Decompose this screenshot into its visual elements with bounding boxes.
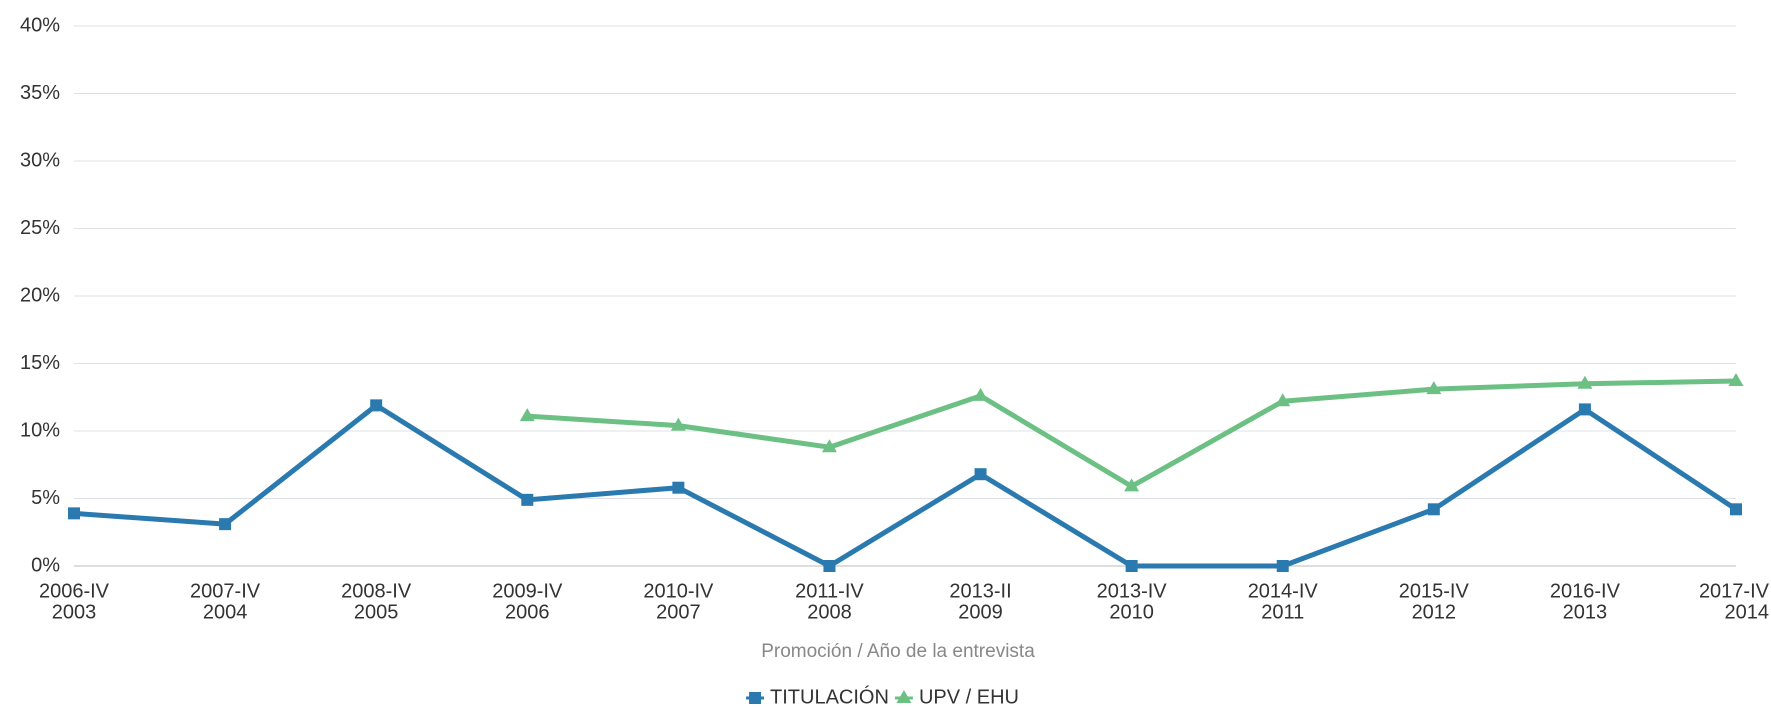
x-tick-label: 2013-II (949, 580, 1011, 602)
x-tick-label: 2016-IV (1550, 580, 1621, 602)
x-tick-label: 2014-IV (1248, 580, 1319, 602)
x-tick-label: 2007-IV (190, 580, 261, 602)
marker (1125, 560, 1138, 572)
x-tick-label: 2004 (203, 601, 248, 623)
x-tick-label: 2011 (1261, 601, 1304, 623)
x-tick-label: 2006-IV (39, 580, 110, 602)
x-axis-title: Promoción / Año de la entrevista (761, 641, 1035, 662)
marker (1426, 381, 1442, 395)
x-tick-label: 2008-IV (341, 580, 412, 602)
marker (1276, 560, 1289, 572)
x-tick-label: 2013-IV (1097, 580, 1168, 602)
y-tick-label: 5% (31, 487, 60, 509)
legend: TITULACIÓN UPV / EHU (746, 685, 1019, 707)
marker (1577, 375, 1593, 389)
x-tick-label: 2013 (1563, 601, 1608, 623)
marker (670, 417, 686, 431)
x-tick-label: 2009-IV (492, 580, 563, 602)
marker (219, 518, 232, 531)
marker (1124, 478, 1140, 492)
marker (974, 468, 987, 481)
marker (521, 493, 534, 506)
marker (68, 507, 80, 520)
y-tick-label: 30% (20, 149, 60, 171)
marker (821, 439, 837, 453)
y-tick-label: 20% (20, 284, 60, 306)
marker (672, 481, 685, 494)
y-tick-label: 0% (31, 554, 60, 576)
y-tick-label: 10% (20, 419, 60, 441)
line (73, 402, 1738, 569)
marker (973, 387, 989, 401)
y-tick-label: 25% (20, 217, 60, 239)
x-tick-label: 2014 (1725, 601, 1770, 623)
marker (1730, 503, 1742, 516)
x-tick-label: 2006 (505, 601, 550, 623)
x-tick-label: 2010 (1109, 601, 1154, 623)
x-tick-label: 2017-IV (1699, 580, 1770, 602)
x-tick-label: 2011-IV (795, 580, 864, 602)
legend-label: TITULACIÓN (770, 685, 889, 707)
x-tick-label: 2008 (807, 601, 852, 623)
marker (1578, 403, 1591, 416)
marker (1427, 503, 1440, 516)
x-tick-label: 2009 (958, 601, 1003, 623)
marker (519, 408, 535, 422)
marker (1275, 393, 1291, 407)
x-tick-label: 2015-IV (1399, 580, 1470, 602)
x-tick-label: 2005 (354, 601, 399, 623)
x-tick-label: 2003 (52, 601, 97, 623)
x-tick-label: 2007 (656, 601, 701, 623)
marker (749, 692, 762, 704)
marker (896, 690, 912, 703)
legend-label: UPV / EHU (919, 686, 1019, 707)
y-tick-label: 35% (20, 82, 60, 104)
marker (823, 560, 836, 572)
x-tick-label: 2010-IV (643, 580, 714, 602)
marker (370, 399, 383, 412)
y-tick-label: 15% (20, 352, 60, 374)
y-tick-label: 40% (20, 14, 60, 36)
line (527, 378, 1737, 489)
marker (1728, 373, 1744, 387)
x-tick-label: 2012 (1412, 601, 1457, 623)
